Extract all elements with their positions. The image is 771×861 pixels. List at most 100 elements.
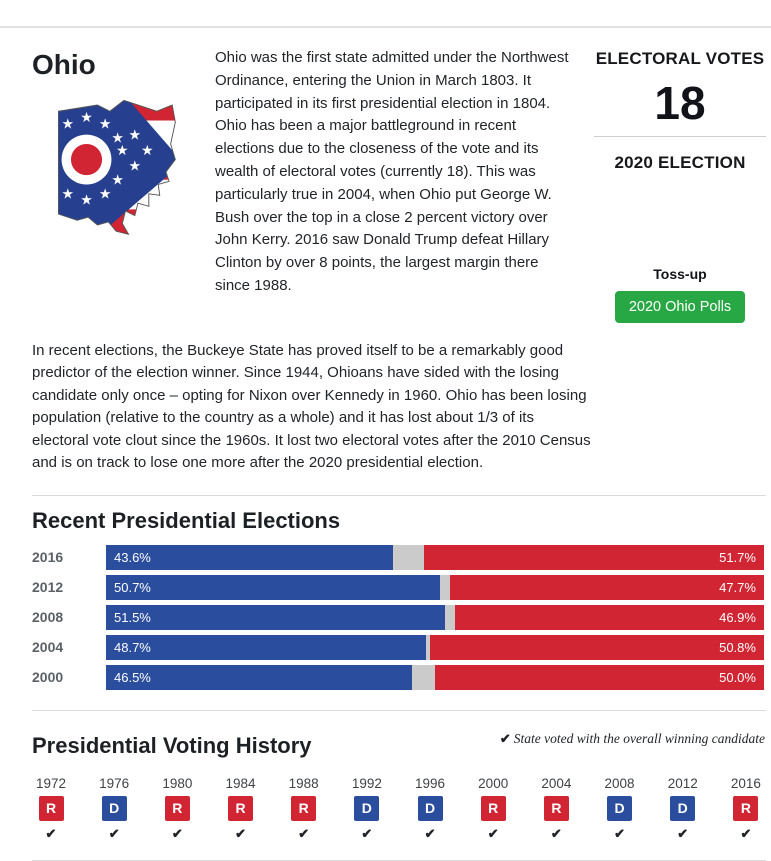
election-bar-row: 2000 46.5% 50.0%: [32, 664, 766, 690]
rating-label: Toss-up: [653, 265, 707, 282]
svg-text:★: ★: [80, 110, 93, 126]
svg-text:★: ★: [129, 127, 142, 143]
history-item-1976: 1976 D ✔: [95, 776, 133, 842]
party-badge: R: [164, 795, 190, 821]
other-segment: [426, 634, 430, 660]
state-overview-section: Ohio ★ ★ ★: [32, 47, 766, 323]
election-bar-row: 2008 51.5% 46.9%: [32, 604, 766, 630]
svg-text:★: ★: [48, 174, 61, 190]
republican-segment: 50.8%: [429, 634, 764, 660]
republican-segment: 46.9%: [455, 604, 764, 630]
check-icon: ✔: [499, 730, 511, 746]
winner-check-icon: ✔: [235, 825, 246, 841]
election-year: 2016: [32, 549, 64, 566]
democratic-segment: 48.7%: [106, 634, 427, 660]
state-page: Ohio ★ ★ ★: [0, 28, 771, 861]
electoral-votes-label: ELECTORAL VOTES: [595, 49, 765, 68]
winner-check-icon: ✔: [298, 825, 310, 841]
winner-check-icon: ✔: [677, 825, 689, 841]
party-badge: R: [733, 795, 759, 821]
winner-check-icon: ✔: [45, 825, 57, 841]
party-badge: D: [670, 795, 696, 821]
history-item-2004: 2004 R ✔: [537, 776, 575, 842]
svg-text:★: ★: [62, 186, 75, 202]
winner-check-icon: ✔: [740, 825, 752, 841]
party-badge: R: [480, 795, 506, 821]
history-year: 2004: [541, 775, 572, 791]
election-bar: 43.6% 51.7%: [106, 544, 764, 570]
party-badge: D: [607, 795, 633, 821]
svg-text:★: ★: [62, 116, 75, 132]
history-year: 2000: [478, 775, 509, 791]
svg-text:★: ★: [41, 152, 54, 168]
winner-check-icon: ✔: [108, 825, 120, 841]
election-results-chart: 2016 43.6% 51.7% 2012 50.7% 47.7% 2008 51.5% 46.…: [32, 544, 766, 690]
svg-text:★: ★: [111, 172, 124, 188]
voting-history-row: 1972 R ✔ 1976 D ✔ 1980 R ✔ 1984 R ✔ 1988 R ✔ 1992 D ✔ 1996…: [32, 776, 766, 842]
analysis-paragraph: In recent elections, the Buckeye State h…: [32, 341, 591, 472]
winner-check-icon: ✔: [424, 825, 436, 841]
intro-paragraph: Ohio was the first state admitted under …: [215, 49, 569, 294]
history-legend: ✔ State voted with the overall winning ca…: [500, 731, 766, 747]
republican-segment: 50.0%: [434, 664, 764, 690]
republican-segment: 47.7%: [450, 574, 764, 600]
history-legend-text: State voted with the overall winning can…: [513, 730, 765, 746]
svg-text:★: ★: [141, 143, 154, 159]
history-year: 2008: [604, 775, 635, 791]
history-year: 2016: [730, 775, 761, 791]
election-year: 2008: [32, 609, 64, 626]
history-item-1992: 1992 D ✔: [348, 776, 386, 842]
history-year: 1980: [162, 775, 193, 791]
history-item-1988: 1988 R ✔: [285, 776, 323, 842]
svg-text:★: ★: [116, 143, 129, 159]
history-year: 1996: [415, 775, 446, 791]
history-year: 1992: [351, 775, 382, 791]
polls-button[interactable]: 2020 Ohio Polls: [614, 290, 746, 323]
democratic-segment: 46.5%: [106, 664, 412, 690]
other-segment: [392, 544, 424, 570]
svg-text:★: ★: [111, 130, 124, 146]
winner-check-icon: ✔: [171, 825, 183, 841]
party-badge: D: [354, 795, 380, 821]
history-year: 2012: [667, 775, 698, 791]
section-divider: [32, 494, 766, 496]
winner-check-icon: ✔: [550, 825, 562, 841]
democratic-segment: 50.7%: [106, 574, 440, 600]
svg-text:★: ★: [99, 186, 112, 202]
history-item-1980: 1980 R ✔: [158, 776, 196, 842]
party-badge: D: [101, 795, 127, 821]
republican-segment: 51.7%: [423, 544, 764, 570]
ohio-flag-map-image: ★ ★ ★ ★★★ ★★ ★ ★★ ★★★ ★: [41, 99, 176, 236]
election-bar: 48.7% 50.8%: [106, 634, 764, 660]
election-sidebar: ELECTORAL VOTES 18 2020 ELECTION Toss-up…: [594, 47, 766, 323]
page-title: Ohio: [32, 49, 96, 80]
svg-text:★: ★: [48, 130, 61, 146]
other-segment: [444, 604, 456, 630]
section-divider: [32, 709, 766, 711]
other-segment: [411, 664, 435, 690]
winner-check-icon: ✔: [614, 825, 625, 841]
election-year: 2000: [32, 669, 64, 686]
election-bar-row: 2016 43.6% 51.7%: [32, 544, 766, 570]
election-bar: 50.7% 47.7%: [106, 574, 764, 600]
top-divider: [0, 0, 771, 28]
history-item-2016: 2016 R ✔: [727, 776, 765, 842]
history-year: 1972: [35, 775, 67, 791]
svg-text:★: ★: [99, 116, 112, 132]
svg-text:★: ★: [129, 158, 142, 174]
voting-history-title: Presidential Voting History: [32, 732, 312, 758]
recent-elections-section: Recent Presidential Elections 2016 43.6% 5…: [32, 508, 766, 690]
election-bar-row: 2012 50.7% 47.7%: [32, 574, 766, 600]
election-year: 2012: [32, 579, 64, 596]
election-bar-row: 2004 48.7% 50.8%: [32, 634, 766, 660]
election-bar: 51.5% 46.9%: [106, 604, 764, 630]
winner-check-icon: ✔: [361, 825, 373, 841]
party-badge: D: [417, 795, 443, 821]
history-year: 1976: [99, 775, 130, 791]
election-year: 2004: [32, 639, 64, 656]
election-year-label: 2020 ELECTION: [614, 152, 746, 172]
history-year: 1988: [288, 775, 319, 791]
other-segment: [439, 574, 451, 600]
party-badge: R: [543, 795, 569, 821]
party-badge: R: [291, 795, 317, 821]
